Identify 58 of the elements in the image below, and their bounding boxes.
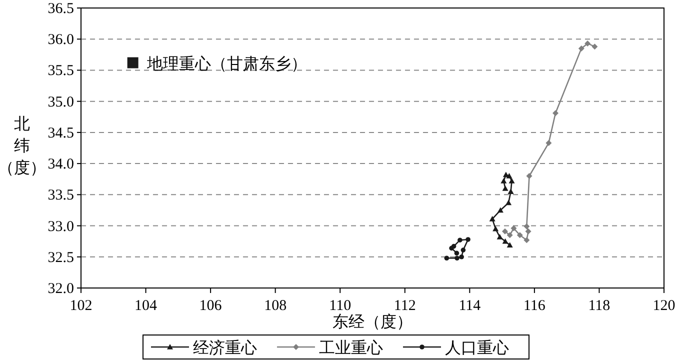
point	[502, 185, 508, 191]
legend-label: 工业重心	[319, 339, 383, 357]
point	[525, 228, 532, 234]
y-tick-label: 35.0	[48, 94, 74, 110]
point	[458, 238, 462, 242]
point	[508, 188, 514, 194]
point	[552, 110, 558, 116]
point	[510, 225, 517, 232]
point	[502, 228, 508, 234]
y-tick-label: 32.5	[48, 250, 74, 266]
y-tick-label: 36.5	[48, 1, 74, 17]
point	[524, 223, 530, 230]
point	[508, 178, 515, 184]
point	[524, 237, 530, 244]
point	[497, 207, 504, 213]
point	[489, 216, 496, 222]
annotation: 地理重心（甘肃东乡）	[146, 54, 307, 73]
point	[444, 256, 450, 261]
legend-label: 经济重心	[193, 339, 257, 357]
y-tick-label: 33.0	[48, 218, 74, 235]
y-tick-label: 34.5	[48, 125, 74, 142]
point	[454, 250, 460, 256]
x-tick-label: 108	[264, 298, 287, 314]
point	[526, 173, 532, 179]
point	[578, 45, 584, 52]
point	[459, 254, 464, 260]
x-tick-label: 116	[523, 298, 546, 314]
point	[460, 248, 466, 252]
y-tick-label: 32.0	[48, 281, 74, 297]
y-tick-label: 36.0	[48, 32, 74, 48]
point	[492, 226, 499, 232]
y-tick-label: 34.0	[48, 156, 74, 173]
point	[506, 242, 513, 248]
legend-label: 人口重心	[445, 339, 509, 357]
point	[592, 44, 598, 50]
point	[449, 246, 454, 251]
x-tick-label: 110	[329, 298, 352, 314]
x-axis-title: 东经（度）	[332, 313, 412, 331]
point	[466, 237, 470, 242]
point	[502, 238, 508, 244]
x-tick-label: 104	[134, 298, 158, 314]
x-tick-label: 118	[588, 298, 610, 314]
point	[516, 232, 523, 238]
x-tick-label: 114	[458, 298, 482, 314]
point	[454, 256, 460, 261]
x-tick-label: 106	[199, 298, 222, 314]
point	[584, 40, 591, 46]
point	[500, 178, 507, 184]
y-tick-label: 35.5	[48, 63, 74, 80]
point	[496, 234, 503, 240]
point	[506, 232, 513, 238]
point	[546, 140, 552, 146]
x-tick-label: 112	[394, 298, 416, 314]
x-tick-label: 120	[652, 298, 676, 314]
y-axis-title: 北纬（度）	[0, 115, 46, 177]
y-tick-label: 33.5	[48, 188, 74, 204]
x-tick-label: 102	[70, 298, 92, 314]
point	[506, 200, 512, 206]
